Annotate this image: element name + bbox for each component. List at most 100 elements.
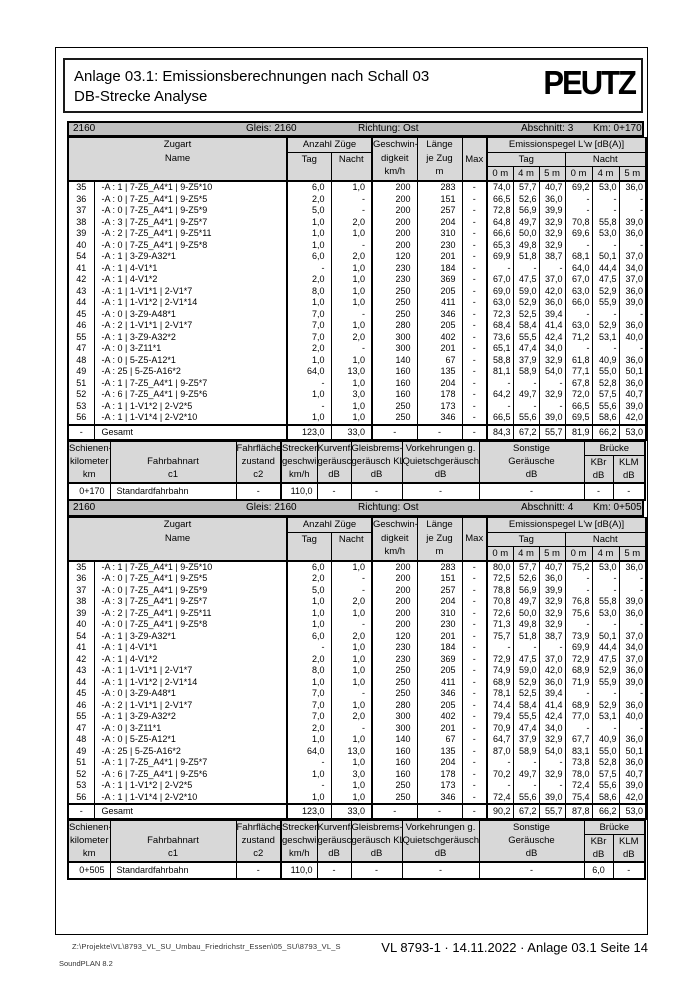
cell: 55 (76, 331, 87, 342)
fahrbahnart-header: Fahrbahnart c1 (109, 820, 237, 863)
cell: 52,5 (512, 308, 539, 320)
cell: -A : 0 | 7-Z5_A4*1 | 9-Z5*9 (93, 205, 287, 217)
cell: 56,9 (512, 584, 539, 596)
cell: 71,9 (564, 676, 592, 688)
quietschgeraeusche-header: Vorkehrungen g. Quietschgeräusche dB (401, 820, 480, 863)
cell: 1,0 (330, 297, 372, 309)
cell: 36,0 (538, 297, 565, 309)
cell: -A : 2 | 7-Z5_A4*1 | 9-Z5*11 (93, 228, 287, 240)
cell: 3,0 (330, 389, 372, 401)
nacht-header: Nacht (330, 531, 373, 561)
cell: 57,7 (512, 181, 539, 194)
cell: 50,1 (591, 630, 619, 642)
table-row: 45 -A : 0 | 3-Z9-A48*1 7,0-250 346-78,1 52,5… (68, 688, 647, 700)
cell: 200 (371, 607, 417, 619)
cell: - (461, 424, 487, 440)
cell: 58,4 (512, 699, 539, 711)
cell: 38,7 (538, 630, 565, 642)
cell: 56,9 (512, 205, 539, 217)
cell: - (461, 607, 487, 619)
cell: - (401, 482, 479, 500)
cell: 55,6 (591, 400, 619, 412)
emissionspegel-header: Emissionspegel L'w [dB(A)] (485, 137, 647, 153)
footer-software-version: SoundPLAN 8.2 (59, 959, 113, 968)
cell: - (478, 482, 584, 500)
track-row: 0+170 Standardfahrbahn -110,0- - - - - - (68, 482, 646, 500)
cell: 49,8 (512, 239, 539, 251)
cell: 58,6 (591, 791, 619, 804)
m5-tag-header: 5 m (538, 166, 566, 182)
cell: 200 (371, 181, 417, 194)
cell: 83,1 (564, 745, 592, 757)
cell: - (461, 757, 487, 769)
cell: -A : 1 | 1-V1*4 | 2-V2*10 (93, 791, 287, 804)
cell: 346 (416, 688, 462, 700)
gleisbremsgeraeusch-header: Gleisbrems-geräusch KL dB (350, 820, 403, 863)
table-row: 35 -A : 1 | 7-Z5_A4*1 | 9-Z5*10 6,0 1,0 200 2… (68, 560, 647, 573)
cell: 48 (76, 734, 87, 744)
cell: 70,9 (486, 722, 513, 734)
cell: 78,1 (486, 688, 513, 700)
cell: 7,0 (286, 320, 331, 332)
cell: 0+170 (79, 485, 105, 496)
cell: 257 (416, 205, 462, 217)
cell: 37,9 (512, 734, 539, 746)
cell: 32,9 (538, 389, 565, 401)
cell: - (461, 584, 487, 596)
cell: - (461, 354, 487, 366)
cell: 59,0 (512, 285, 539, 297)
cell: 41,4 (538, 320, 565, 332)
cell: 230 (371, 262, 417, 274)
cell: 1,0 (330, 780, 372, 792)
cell: 1,0 (330, 642, 372, 654)
cell: - (79, 426, 83, 437)
cell: - (591, 308, 619, 320)
cell: 65,1 (486, 343, 513, 355)
cell: - (461, 412, 487, 425)
table-row: 54 -A : 1 | 3-Z9-A32*1 6,0 2,0 120 201-75,7 51… (68, 630, 647, 642)
cell: 200 (371, 584, 417, 596)
cell: -A : 3 | 7-Z5_A4*1 | 9-Z5*7 (93, 216, 287, 228)
track-row: 0+505 Standardfahrbahn -110,0- - - -6,0- (68, 862, 646, 879)
cell: - (564, 308, 592, 320)
laenge-header: Länge je Zug m (416, 137, 463, 182)
cell: 6,0 (583, 862, 613, 879)
column-header: Zugart Name Anzahl Züge Geschwin-digkeit… (67, 137, 647, 182)
cell: - (461, 205, 487, 217)
cell: 53,0 (591, 560, 619, 573)
cell: 8,0 (286, 665, 331, 677)
cell: - (330, 239, 372, 251)
cell: -A : 0 | 5-Z5-A12*1 (93, 354, 287, 366)
cell: 250 (371, 412, 417, 425)
cell: - (538, 377, 565, 389)
cell: 39 (76, 607, 87, 618)
cell: 1,0 (330, 665, 372, 677)
cell: -A : 1 | 1-V1*2 | 2-V1*14 (93, 676, 287, 688)
cell: 1,0 (330, 607, 372, 619)
nacht-group-header: Nacht (564, 531, 647, 547)
cell: -A : 1 | 7-Z5_A4*1 | 9-Z5*7 (93, 757, 287, 769)
cell: -A : 1 | 4-V1*2 (93, 653, 287, 665)
table-row: 49 -A : 25 | 5-Z5-A16*2 64,0 13,0 160 135-81,… (68, 366, 647, 378)
cell: 53 (76, 400, 87, 411)
cell: 45 (76, 308, 87, 319)
cell: 37,0 (618, 653, 647, 665)
cell: 42,4 (538, 331, 565, 343)
cell: Standardfahrbahn (109, 862, 236, 879)
cell: -A : 25 | 5-Z5-A16*2 (93, 366, 287, 378)
cell: - (618, 193, 647, 205)
cell: 44,4 (591, 262, 619, 274)
table-row: 49 -A : 25 | 5-Z5-A16*2 64,0 13,0 160 135-87,… (68, 745, 647, 757)
data-rows: 35 -A : 1 | 7-Z5_A4*1 | 9-Z5*10 6,0 1,0 200 2… (68, 560, 647, 804)
cell: 55,0 (591, 745, 619, 757)
cell: 36 (76, 193, 87, 204)
m0-nacht-header: 0 m (564, 545, 593, 561)
cell: -A : 0 | 7-Z5_A4*1 | 9-Z5*8 (93, 619, 287, 631)
cell: 38 (76, 216, 87, 227)
cell: 52,5 (512, 688, 539, 700)
cell: 2,0 (286, 343, 331, 355)
cell: 140 (371, 354, 417, 366)
cell: 57,5 (591, 389, 619, 401)
cell: 39,4 (538, 308, 565, 320)
cell: 58,4 (512, 320, 539, 332)
